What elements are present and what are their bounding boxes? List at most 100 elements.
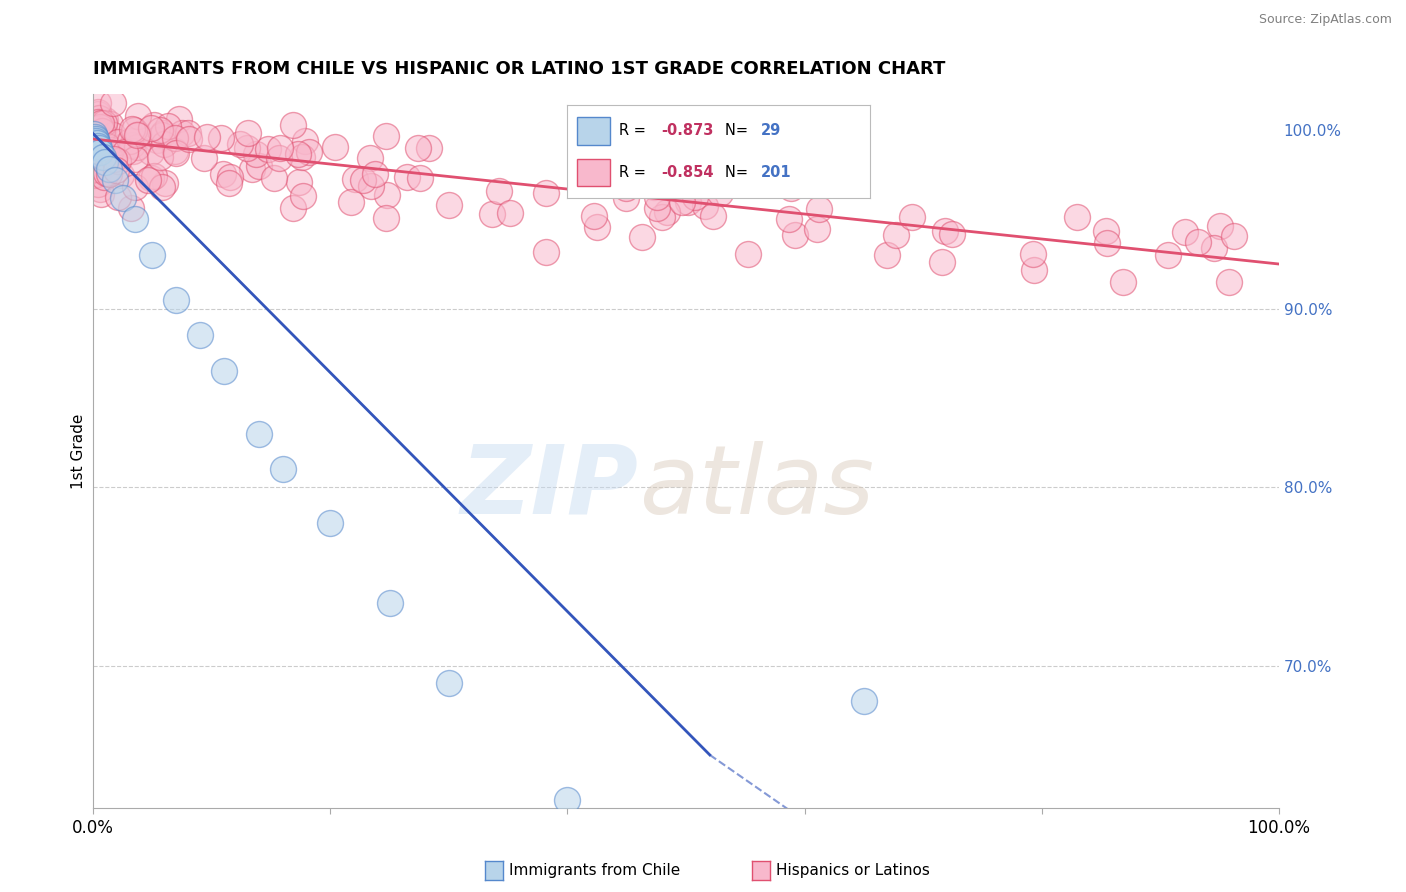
Point	[139, 145, 162, 160]
Point	[83, 129, 105, 144]
Point	[778, 211, 800, 226]
Point	[931, 254, 953, 268]
Point	[167, 112, 190, 126]
Point	[94, 155, 117, 169]
Point	[86, 154, 108, 169]
Point	[319, 516, 342, 530]
Point	[89, 150, 111, 164]
Point	[87, 150, 110, 164]
Point	[165, 130, 187, 145]
Point	[110, 168, 132, 182]
Point	[83, 135, 105, 149]
Point	[91, 139, 114, 153]
Point	[498, 206, 520, 220]
Point	[127, 109, 149, 123]
Point	[149, 123, 172, 137]
Point	[120, 134, 142, 148]
Point	[709, 186, 731, 200]
Point	[111, 191, 134, 205]
Point	[291, 150, 314, 164]
Point	[536, 186, 558, 201]
Point	[94, 113, 117, 128]
Point	[177, 131, 200, 145]
Point	[84, 167, 107, 181]
Point	[84, 130, 107, 145]
Point	[685, 190, 707, 204]
Point	[86, 128, 108, 143]
Point	[287, 147, 309, 161]
Point	[101, 96, 124, 111]
Point	[557, 792, 579, 806]
Point	[84, 138, 107, 153]
Point	[107, 153, 129, 168]
Point	[269, 140, 291, 154]
Point	[89, 145, 111, 159]
Point	[84, 132, 107, 146]
Point	[1095, 236, 1118, 251]
Point	[339, 194, 361, 209]
Point	[87, 141, 110, 155]
Point	[643, 179, 665, 194]
Point	[127, 140, 149, 154]
Point	[1222, 228, 1244, 243]
Point	[103, 148, 125, 162]
Point	[668, 161, 690, 176]
Point	[195, 129, 218, 144]
Point	[212, 364, 235, 378]
Point	[218, 176, 240, 190]
Point	[86, 121, 108, 136]
Point	[1095, 224, 1118, 238]
Point	[101, 128, 124, 143]
Point	[437, 198, 460, 212]
Point	[87, 115, 110, 129]
Point	[657, 205, 679, 219]
Point	[86, 167, 108, 181]
Point	[139, 121, 162, 136]
Point	[360, 179, 382, 194]
Point	[103, 152, 125, 166]
Point	[406, 141, 429, 155]
Point	[176, 126, 198, 140]
Point	[89, 182, 111, 196]
Point	[87, 111, 110, 125]
Point	[94, 166, 117, 180]
Point	[375, 129, 398, 144]
Point	[852, 694, 875, 708]
Point	[165, 145, 187, 160]
Point	[87, 115, 110, 129]
Point	[359, 151, 381, 165]
Point	[107, 135, 129, 149]
Point	[90, 124, 112, 138]
Point	[89, 145, 111, 160]
Point	[90, 132, 112, 146]
Point	[100, 145, 122, 159]
Point	[143, 169, 166, 183]
Point	[86, 136, 108, 150]
Point	[352, 173, 374, 187]
Point	[89, 142, 111, 156]
Point	[124, 180, 146, 194]
Point	[630, 230, 652, 244]
Point	[87, 177, 110, 191]
Point	[122, 144, 145, 158]
Point	[101, 152, 124, 166]
Point	[165, 293, 187, 307]
Point	[934, 224, 956, 238]
Point	[647, 167, 669, 181]
Point	[188, 328, 211, 343]
Point	[86, 136, 108, 150]
Point	[141, 248, 163, 262]
Point	[104, 163, 127, 178]
Point	[364, 167, 387, 181]
Point	[941, 227, 963, 242]
Point	[256, 143, 278, 157]
Point	[614, 180, 637, 194]
Point	[107, 190, 129, 204]
Point	[229, 137, 252, 152]
Point	[1187, 235, 1209, 249]
Point	[94, 136, 117, 150]
Point	[247, 426, 270, 441]
Point	[737, 247, 759, 261]
Point	[84, 134, 107, 148]
Point	[298, 145, 321, 159]
